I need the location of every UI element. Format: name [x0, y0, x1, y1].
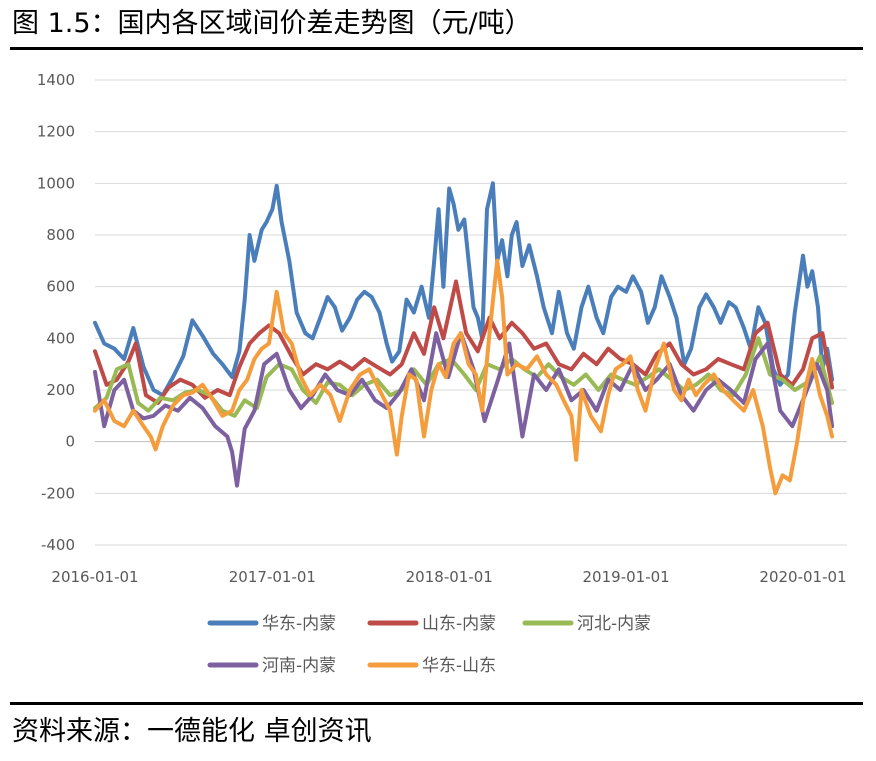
series-line-4	[93, 331, 835, 488]
series-line-1	[93, 181, 835, 398]
legend-label-1: 华东-内蒙	[262, 614, 336, 634]
legend-label-4: 河南-内蒙	[262, 656, 336, 676]
series-line-2	[93, 279, 835, 405]
title-divider	[10, 47, 863, 50]
y-axis: -400 -200 0 200 400 600 800 1000 1200 1400	[37, 71, 75, 554]
series-line-5	[93, 258, 835, 496]
legend-label-2: 山东-内蒙	[422, 614, 496, 634]
y-tick-label: 600	[46, 278, 75, 296]
source-divider	[10, 702, 863, 705]
y-tick-label: 1200	[37, 123, 75, 141]
y-tick-label: 400	[46, 329, 75, 347]
x-tick-label: 2018-01-01	[406, 568, 493, 586]
y-tick-label: 200	[46, 381, 75, 399]
source-note: 资料来源：一德能化 卓创资讯	[12, 716, 372, 747]
legend-label-5: 华东-山东	[422, 656, 496, 676]
y-tick-label: -200	[41, 484, 75, 502]
x-axis: 2016-01-01 2017-01-01 2018-01-01 2019-01-01…	[51, 568, 846, 586]
y-tick-label: 1400	[37, 71, 75, 89]
x-tick-label: 2016-01-01	[51, 568, 138, 586]
chart-gridlines	[95, 79, 847, 546]
y-tick-label: 0	[65, 433, 75, 451]
plot-area	[93, 181, 835, 496]
y-tick-label: 800	[46, 226, 75, 244]
x-tick-label: 2020-01-01	[759, 568, 846, 586]
line-chart: -400 -200 0 200 400 600 800 1000 1200 1400 2016-0…	[37, 71, 847, 676]
x-tick-label: 2019-01-01	[583, 568, 670, 586]
y-tick-label: 1000	[37, 174, 75, 192]
y-tick-label: -400	[41, 536, 75, 554]
x-tick-label: 2017-01-01	[229, 568, 316, 586]
page-title: 图 1.5：国内各区域间价差走势图（元/吨）	[12, 8, 532, 39]
legend-label-3: 河北-内蒙	[577, 614, 651, 634]
